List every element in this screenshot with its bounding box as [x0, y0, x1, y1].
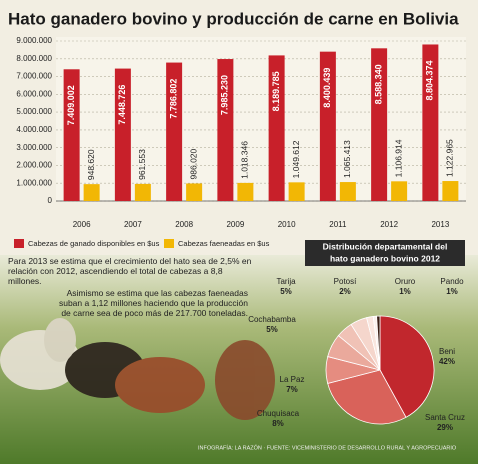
- pie-title-line: hato ganadero bovino 2012: [330, 253, 440, 263]
- chart-title: Hato ganadero bovino y producción de car…: [8, 9, 459, 28]
- pie-slice: [376, 315, 381, 371]
- cattle-illustration: [0, 318, 275, 420]
- bar: [186, 183, 203, 201]
- value-label: 948.620: [86, 149, 96, 180]
- x-tick-label: 2010: [278, 220, 296, 229]
- bar: [339, 182, 356, 201]
- y-tick-label: 7.000.000: [16, 72, 52, 81]
- y-tick-label: 4.000.000: [16, 125, 52, 134]
- note-text: Asimismo se estima que las cabezas faene…: [59, 288, 248, 318]
- value-label: 8.804.374: [425, 60, 435, 100]
- value-label: 1.018.346: [240, 141, 250, 179]
- pie-label-value: 29%: [437, 423, 453, 432]
- pie-title-box: [305, 240, 465, 266]
- pie-label-value: 1%: [399, 287, 411, 296]
- y-tick-label: 9.000.000: [16, 36, 52, 45]
- value-label: 7.448.726: [117, 85, 127, 125]
- pie-slice: [379, 315, 435, 418]
- legend-label: Cabezas faeneadas en $us: [178, 239, 270, 248]
- bar: [114, 68, 131, 201]
- value-label: 8.400.439: [322, 68, 332, 108]
- y-tick-label: 0: [48, 196, 53, 205]
- pie-label-value: 2%: [339, 287, 351, 296]
- pie-label-value: 8%: [272, 419, 284, 428]
- x-tick-label: 2013: [431, 220, 449, 229]
- y-tick-label: 1.000.000: [16, 178, 52, 187]
- value-label: 1.049.612: [291, 140, 301, 178]
- value-label: 7.786.802: [169, 79, 179, 119]
- pie-label-value: 42%: [439, 357, 455, 366]
- value-label: 961.553: [137, 149, 147, 180]
- y-tick-label: 5.000.000: [16, 107, 52, 116]
- bar: [63, 69, 80, 201]
- pie-label-name: Chuquisaca: [257, 409, 300, 418]
- note-text: Para 2013 se estima que el crecimiento d…: [8, 256, 252, 286]
- value-label: 7.985.230: [220, 75, 230, 115]
- bar: [288, 182, 305, 201]
- legend-swatch: [14, 239, 24, 248]
- x-tick-label: 2012: [380, 220, 398, 229]
- x-tick-label: 2008: [175, 220, 193, 229]
- pie-label-name: Oruro: [395, 277, 416, 286]
- value-label: 1.122.965: [445, 139, 455, 177]
- bar: [371, 48, 388, 201]
- bar: [237, 182, 254, 201]
- x-tick-label: 2009: [226, 220, 244, 229]
- bar: [83, 184, 100, 201]
- legend-label: Cabezas de ganado disponibles en $us: [28, 239, 160, 248]
- value-label: 1.065.413: [342, 140, 352, 178]
- pie-label-value: 5%: [280, 287, 292, 296]
- bar: [442, 181, 459, 201]
- value-label: 7.409.002: [66, 85, 76, 125]
- legend-swatch: [164, 239, 174, 248]
- bar: [319, 51, 336, 202]
- bar: [217, 59, 234, 201]
- pie-label-value: 1%: [446, 287, 458, 296]
- bar: [268, 55, 285, 201]
- bar: [391, 181, 408, 201]
- pie-label-name: La Paz: [280, 375, 305, 384]
- value-label: 986.020: [188, 148, 198, 179]
- pie-label-value: 5%: [266, 325, 278, 334]
- x-tick-label: 2011: [329, 220, 347, 229]
- y-tick-label: 3.000.000: [16, 143, 52, 152]
- pie-label-value: 7%: [286, 385, 298, 394]
- pie-label-name: Pando: [440, 277, 464, 286]
- pie-label-name: Tarija: [276, 277, 296, 286]
- value-label: 8.588.340: [374, 64, 384, 104]
- bar: [134, 183, 151, 201]
- pie-label-name: Beni: [439, 347, 455, 356]
- pie-label-name: Potosí: [334, 277, 357, 286]
- pie-label-name: Santa Cruz: [425, 413, 465, 422]
- pie-label-name: Cochabamba: [248, 315, 296, 324]
- value-label: 1.106.914: [393, 139, 403, 177]
- bar: [422, 44, 439, 201]
- pie-title-line: Distribución departamental del: [323, 241, 448, 251]
- pie-slice: [327, 369, 407, 425]
- x-tick-label: 2006: [73, 220, 91, 229]
- y-tick-label: 8.000.000: [16, 54, 52, 63]
- value-label: 8.189.785: [271, 71, 281, 111]
- y-tick-label: 2.000.000: [16, 161, 52, 170]
- bar: [166, 62, 183, 201]
- footer: INFOGRAFÍA: LA RAZÓN · FUENTE: VICEMINIS…: [198, 444, 457, 451]
- y-tick-label: 6.000.000: [16, 89, 52, 98]
- x-tick-label: 2007: [124, 220, 142, 229]
